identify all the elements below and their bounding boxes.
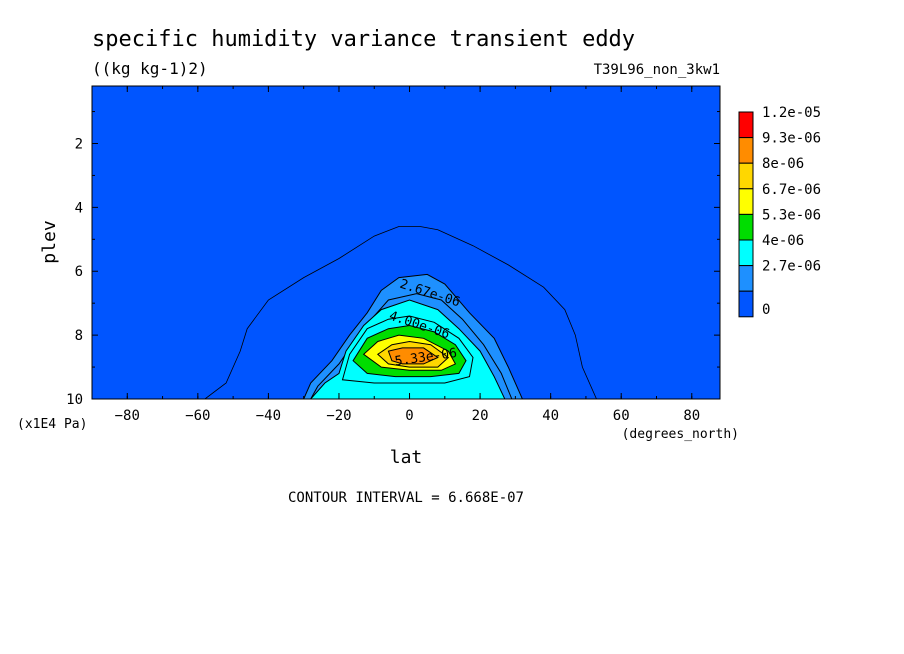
x-tick-label: 0 — [405, 408, 413, 424]
plot-area — [92, 86, 720, 399]
y-tick-label: 8 — [75, 328, 83, 344]
plot-frame — [91, 85, 721, 400]
run-label: T39L96_non_3kw1 — [594, 62, 720, 78]
colorbar-label: 5.3e-06 — [762, 207, 821, 223]
x-tick-label: −20 — [326, 408, 351, 424]
colorbar-label: 8e-06 — [762, 156, 804, 172]
colorbar-label: 6.7e-06 — [762, 182, 821, 198]
colorbar-swatch — [738, 290, 754, 318]
colorbar-swatch — [738, 213, 754, 241]
x-tick-label: 60 — [613, 408, 630, 424]
colorbar-swatch — [738, 265, 754, 292]
colorbar-swatch — [738, 111, 754, 139]
y-tick-label: 10 — [66, 392, 83, 408]
y-axis: 2 4 6 8 10 — [66, 111, 720, 408]
colorbar-swatch — [738, 162, 754, 190]
x-tick-label: 40 — [542, 408, 559, 424]
x-axis-units: (degrees_north) — [622, 427, 739, 442]
colorbar-swatch — [738, 137, 754, 164]
x-axis-label: lat — [390, 447, 423, 468]
y-tick-label: 4 — [75, 200, 83, 216]
chart-title: specific humidity variance transient edd… — [92, 27, 635, 52]
units-label: ((kg kg-1)2) — [92, 59, 208, 78]
contour-interval-text: CONTOUR INTERVAL = 6.668E-07 — [288, 490, 524, 506]
x-tick-label: −60 — [185, 408, 210, 424]
colorbar-swatch — [738, 239, 754, 267]
colorbar-label: 4e-06 — [762, 233, 804, 249]
x-tick-label: 20 — [472, 408, 489, 424]
y-tick-label: 2 — [75, 136, 83, 152]
colorbar-label: 2.7e-06 — [762, 259, 821, 275]
contour-level-9 — [387, 347, 439, 365]
x-tick-label: −40 — [256, 408, 281, 424]
y-tick-label: 6 — [75, 264, 83, 280]
x-tick-label: −80 — [115, 408, 140, 424]
colorbar-label: 9.3e-06 — [762, 131, 821, 147]
x-axis: −80 −60 −40 −20 0 20 40 60 80 — [91, 86, 700, 424]
colorbar-label: 0 — [762, 302, 770, 318]
colorbar: 1.2e-05 9.3e-06 8e-06 6.7e-06 5.3e-06 4e-06 2.… — [738, 105, 821, 318]
colorbar-swatch — [738, 188, 754, 215]
colorbar-label: 1.2e-05 — [762, 105, 821, 121]
y-axis-label: plev — [39, 220, 60, 263]
y-axis-units: (x1E4 Pa) — [17, 417, 87, 432]
x-tick-label: 80 — [683, 408, 700, 424]
